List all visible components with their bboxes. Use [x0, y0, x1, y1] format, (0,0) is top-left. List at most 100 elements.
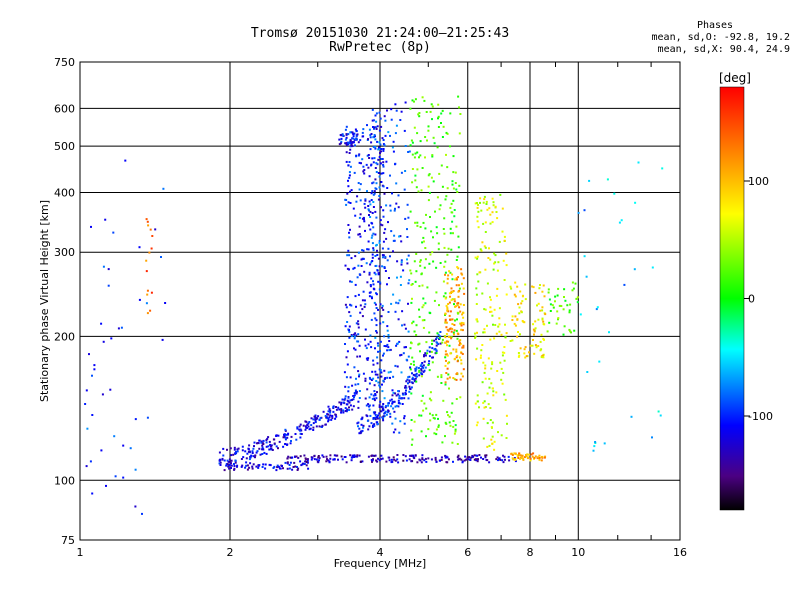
data-point	[407, 397, 410, 400]
data-point	[371, 108, 374, 111]
data-point	[387, 371, 390, 374]
data-point	[387, 334, 390, 336]
data-point	[226, 459, 229, 462]
data-point	[329, 414, 332, 417]
data-point	[358, 344, 361, 347]
data-point	[305, 464, 308, 467]
data-point	[427, 129, 430, 132]
data-point	[476, 394, 479, 397]
data-point	[476, 318, 478, 321]
data-point	[374, 418, 377, 421]
data-point	[357, 154, 360, 157]
data-point	[524, 298, 527, 301]
data-point	[374, 255, 377, 257]
data-point	[459, 342, 461, 345]
data-point	[521, 300, 524, 303]
data-point	[442, 280, 445, 283]
data-point	[351, 408, 354, 411]
data-point	[480, 349, 483, 352]
data-point	[461, 273, 464, 276]
data-point	[362, 165, 365, 168]
data-point	[451, 327, 454, 330]
data-point	[451, 180, 454, 183]
data-point	[394, 162, 397, 165]
data-point	[291, 468, 294, 471]
data-point	[327, 410, 330, 413]
data-point	[380, 158, 383, 160]
data-point	[227, 460, 230, 463]
data-point	[317, 456, 320, 459]
data-point	[456, 318, 458, 321]
data-point	[501, 459, 504, 462]
data-point	[475, 358, 478, 361]
data-point	[412, 456, 415, 459]
data-point	[533, 330, 536, 333]
data-point	[344, 395, 347, 398]
data-point	[230, 459, 233, 462]
data-point	[375, 459, 378, 462]
data-point	[363, 220, 366, 223]
data-point	[282, 436, 285, 439]
data-point	[377, 350, 379, 353]
data-point	[391, 394, 394, 397]
data-point	[418, 342, 421, 345]
data-point	[532, 328, 535, 331]
data-point	[418, 308, 420, 311]
data-point	[381, 137, 384, 140]
colorbar-tick-label: 100	[748, 175, 769, 188]
data-point	[442, 228, 445, 230]
data-point	[528, 351, 530, 354]
data-point	[394, 310, 397, 313]
data-point	[536, 304, 538, 307]
data-point	[353, 392, 356, 395]
data-point	[476, 400, 479, 403]
data-point	[514, 324, 517, 327]
data-point	[310, 417, 313, 420]
data-point	[345, 160, 348, 163]
data-point	[315, 417, 318, 420]
data-point	[363, 172, 366, 175]
data-point	[453, 300, 456, 303]
data-point	[304, 428, 307, 431]
data-point	[315, 425, 318, 428]
data-point	[370, 236, 373, 239]
data-point	[354, 389, 357, 392]
data-point	[267, 445, 270, 448]
data-point	[417, 113, 420, 116]
data-point	[454, 428, 457, 431]
data-point	[459, 396, 462, 399]
data-point	[354, 383, 357, 386]
data-point	[377, 172, 380, 174]
data-point	[446, 377, 449, 380]
data-point	[386, 349, 389, 352]
data-point	[497, 261, 500, 264]
data-point	[476, 421, 479, 424]
data-point	[541, 290, 544, 293]
data-point	[390, 458, 393, 461]
data-point	[91, 374, 93, 377]
data-point	[486, 208, 489, 211]
data-point	[374, 167, 377, 169]
data-point	[413, 330, 416, 333]
data-point	[538, 457, 541, 459]
data-point	[333, 454, 336, 457]
data-point	[364, 229, 366, 232]
data-point	[342, 401, 345, 404]
data-point	[296, 466, 298, 468]
data-point	[484, 221, 487, 224]
data-point	[341, 458, 344, 461]
data-point	[254, 454, 257, 457]
data-point	[396, 342, 399, 345]
data-point	[505, 414, 508, 417]
data-point	[88, 353, 90, 356]
data-point	[482, 222, 485, 225]
data-point	[394, 459, 397, 462]
data-point	[446, 309, 449, 312]
data-point	[355, 135, 358, 138]
data-point	[483, 328, 486, 331]
data-point	[548, 298, 551, 301]
data-point	[84, 403, 87, 405]
data-point	[579, 313, 582, 316]
data-point	[371, 222, 374, 225]
data-point	[396, 458, 399, 461]
